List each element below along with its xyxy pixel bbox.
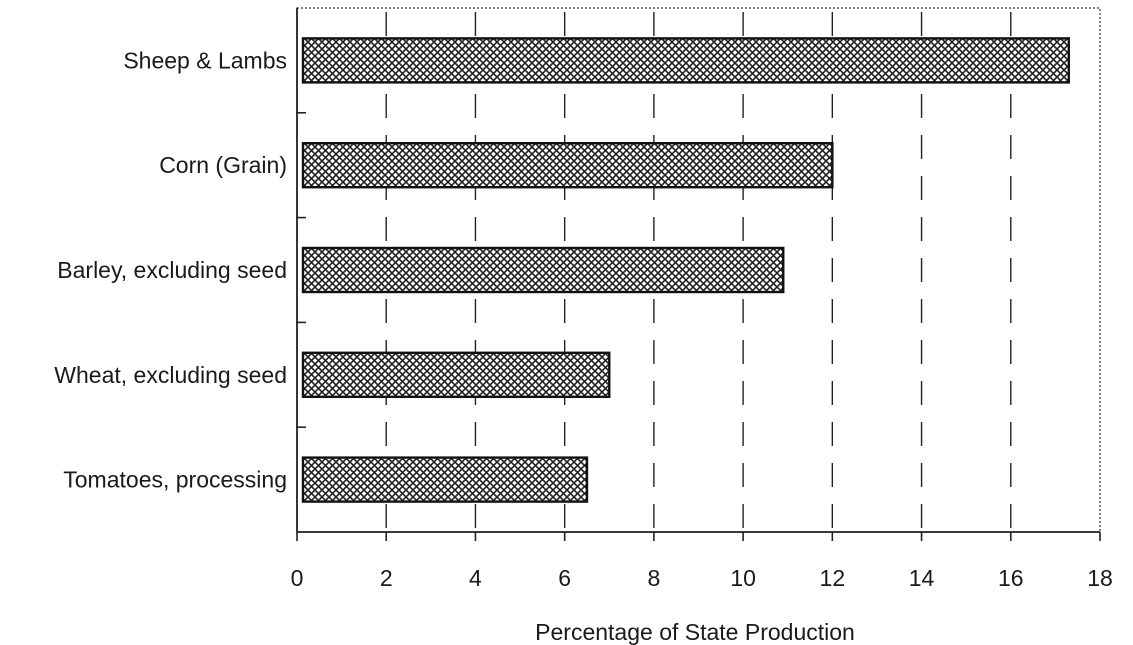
bar-3 — [301, 351, 611, 398]
x-tick-label-4: 4 — [469, 565, 482, 591]
bar-4 — [301, 456, 589, 503]
category-label-0: Sheep & Lambs — [123, 47, 287, 73]
category-label-1: Corn (Grain) — [159, 152, 287, 178]
bar-2 — [301, 246, 785, 294]
x-tick-label-10: 10 — [730, 565, 756, 591]
x-tick-label-2: 2 — [380, 565, 393, 591]
category-labels: Sheep & Lambs Corn (Grain) Barley, excludi… — [54, 47, 287, 492]
x-tick-label-14: 14 — [909, 565, 935, 591]
axes — [296, 8, 1101, 541]
bar-0 — [301, 37, 1070, 84]
gridlines — [385, 12, 1012, 530]
x-tick-label-18: 18 — [1087, 565, 1113, 591]
x-tick-label-12: 12 — [820, 565, 846, 591]
x-axis-title: Percentage of State Production — [535, 619, 855, 645]
category-label-4: Tomatoes, processing — [63, 467, 287, 493]
x-tick-label-0: 0 — [291, 565, 304, 591]
bars — [301, 37, 1070, 503]
category-label-3: Wheat, excluding seed — [54, 362, 287, 388]
x-tick-label-8: 8 — [647, 565, 660, 591]
x-tick-label-16: 16 — [998, 565, 1024, 591]
bar-1 — [301, 141, 834, 189]
x-tick-label-6: 6 — [558, 565, 571, 591]
category-label-2: Barley, excluding seed — [57, 257, 287, 283]
x-tick-labels: 0 2 4 6 8 10 12 14 16 18 — [291, 565, 1113, 591]
